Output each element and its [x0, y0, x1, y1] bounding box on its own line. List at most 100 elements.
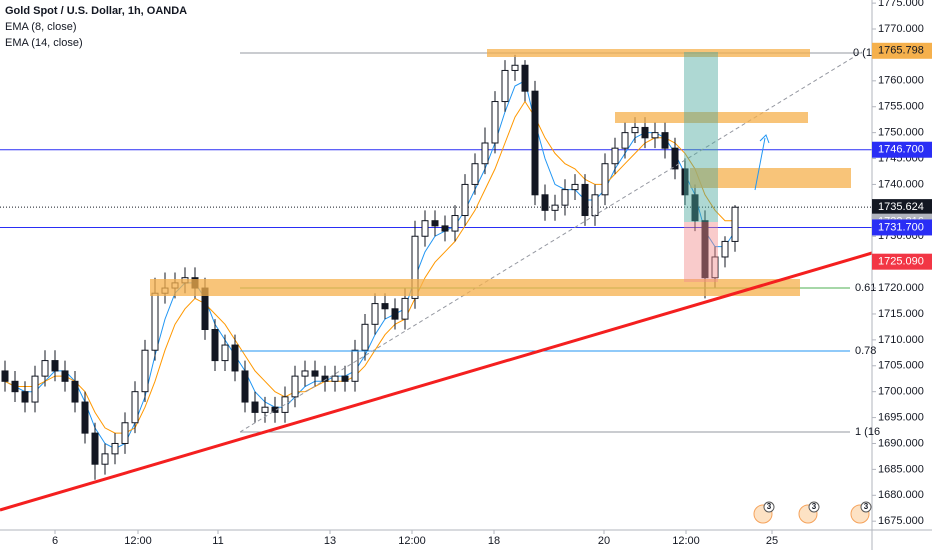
badge [808, 501, 820, 513]
zone [615, 112, 808, 123]
candle-body [481, 142, 489, 165]
candle-body [151, 292, 159, 351]
y-tick-label: 1715.000 [878, 308, 924, 320]
x-tick-label: 12:00 [124, 535, 152, 547]
candle-body [381, 303, 389, 310]
y-tick-label: 1705.000 [878, 360, 924, 372]
zone [150, 279, 800, 296]
badge [860, 501, 872, 513]
candle-body [61, 370, 69, 382]
plot-layer [0, 54, 872, 480]
badge-count: 3 [812, 502, 817, 511]
candle-body [561, 189, 569, 206]
fib-label: 0.61 [855, 282, 876, 294]
price-axis [872, 0, 932, 550]
y-tick-label: 1755.000 [878, 101, 924, 113]
y-tick-label: 1685.000 [878, 463, 924, 475]
x-tick-label: 25 [766, 535, 778, 547]
candle-body [271, 406, 279, 413]
candle-body [641, 126, 649, 139]
x-tick-label: 6 [52, 535, 58, 547]
candle-body [591, 194, 599, 217]
price-tag-label: 1746.700 [878, 144, 924, 156]
candle-body [141, 349, 149, 393]
candle-body [241, 370, 249, 403]
stop-box [684, 222, 718, 282]
x-tick-label: 12:00 [398, 535, 426, 547]
candle-body [621, 132, 629, 149]
y-tick-label: 1680.000 [878, 489, 924, 501]
candle-body [711, 256, 719, 279]
candle-body [631, 126, 639, 134]
y-tick-label: 1710.000 [878, 334, 924, 346]
candle-body [521, 64, 529, 92]
price-tag [872, 219, 932, 236]
candle-body [611, 147, 619, 165]
x-tick-label: 20 [598, 535, 610, 547]
candle-body [101, 453, 109, 465]
legend-title: Gold Spot / U.S. Dollar, 1h, OANDA [5, 5, 187, 17]
fib-label: 1 (16 [855, 426, 880, 438]
legend-entry: EMA (14, close) [5, 37, 83, 49]
price-tag-label: 1765.798 [878, 45, 924, 57]
drawings [0, 49, 873, 512]
y-tick-label: 1695.000 [878, 411, 924, 423]
x-tick-label: 18 [488, 535, 500, 547]
candle-body [1, 370, 9, 382]
candle-body [581, 183, 589, 217]
y-tick-label: 1770.000 [878, 23, 924, 35]
candle-body [501, 69, 509, 103]
candle-body [531, 90, 539, 196]
candle-body [111, 442, 119, 455]
price-tag [872, 199, 932, 216]
candle-body [391, 308, 399, 320]
candle-body [251, 401, 259, 413]
price-tag-label: 1731.700 [878, 221, 924, 233]
price-tag [872, 141, 932, 158]
candle-body [491, 101, 499, 144]
trendline [0, 251, 873, 512]
price-tag [872, 253, 932, 270]
candle-body [351, 349, 359, 382]
candle-body [341, 375, 349, 382]
candle-body [21, 391, 29, 403]
price-tag-label: 1725.090 [878, 256, 924, 268]
candle-body [301, 370, 309, 377]
candle-body [731, 206, 739, 242]
candle-body [31, 375, 39, 403]
zone [690, 168, 851, 188]
candle-body [471, 163, 479, 185]
events: 3 3 3 [753, 501, 872, 524]
candle-body [721, 240, 729, 258]
candle-body [331, 375, 339, 382]
candle-body [221, 344, 229, 362]
price-tag [872, 42, 932, 59]
candle-body [41, 360, 49, 377]
fib-trend [239, 51, 863, 433]
badge [763, 501, 775, 513]
y-tick-label: 1675.000 [878, 515, 924, 527]
candle-body [311, 370, 319, 377]
candle-body [121, 422, 129, 444]
candle-body [11, 380, 19, 393]
badge-count: 3 [767, 502, 772, 511]
y-tick-label: 1700.000 [878, 386, 924, 398]
candle-body [691, 194, 699, 222]
price-tag-label: 1735.624 [878, 201, 924, 213]
candle-body [601, 163, 609, 196]
y-tick-label: 1775.000 [878, 0, 924, 9]
candle-body [461, 183, 469, 217]
candle-body [701, 220, 709, 279]
arrow [754, 137, 766, 191]
zone [487, 49, 810, 57]
candle-body [671, 147, 679, 170]
target-box [684, 52, 718, 222]
candle-body [451, 215, 459, 232]
time-axis [0, 530, 932, 550]
candle-body [511, 64, 519, 71]
candle-body [661, 132, 669, 149]
candle-body [431, 220, 439, 227]
candle-body [51, 360, 59, 372]
fib-label: 0 (17 [853, 47, 878, 59]
